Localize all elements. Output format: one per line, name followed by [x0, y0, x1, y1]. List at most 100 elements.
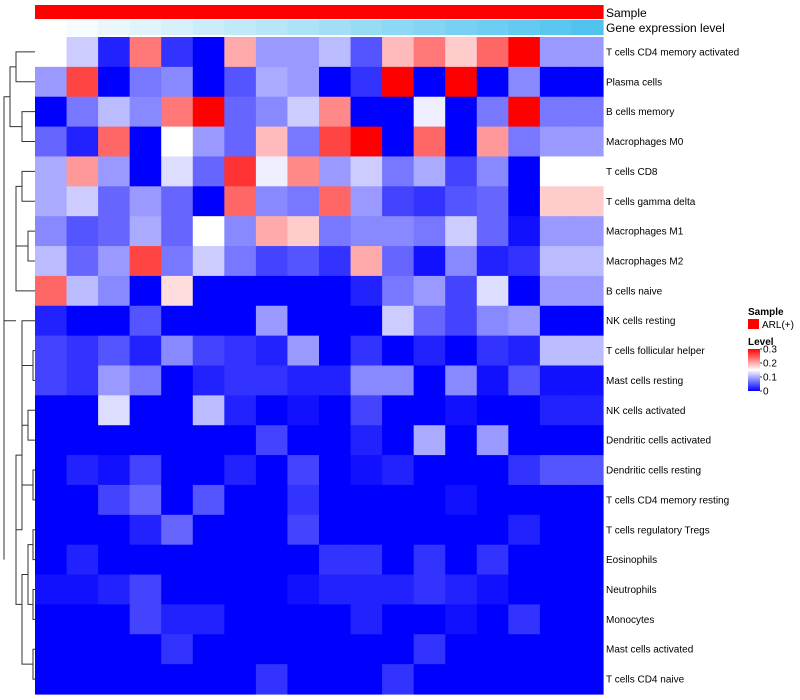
heatmap-cells: [35, 37, 604, 695]
heatmap-cell: [571, 275, 604, 307]
heatmap-cell: [413, 186, 446, 217]
heatmap-cell: [192, 425, 225, 456]
legend-tick-label: 0.3: [763, 345, 777, 356]
heatmap-cell: [382, 186, 415, 217]
heatmap-cell: [98, 246, 131, 277]
heatmap-cell: [539, 126, 573, 158]
heatmap-cell: [224, 604, 257, 635]
heatmap-cell: [445, 335, 478, 367]
heatmap-cell: [382, 395, 415, 426]
heatmap-cell: [129, 544, 162, 576]
heatmap-cell: [539, 455, 573, 486]
annotation-cell: [539, 20, 573, 35]
heatmap-cell: [445, 574, 478, 606]
heatmap-cell: [571, 395, 604, 426]
heatmap-cell: [413, 246, 446, 277]
heatmap-cell: [319, 604, 352, 635]
heatmap-cell: [255, 425, 289, 456]
heatmap-cell: [539, 156, 573, 187]
heatmap-cell: [445, 216, 478, 247]
heatmap-cell: [382, 365, 415, 396]
legend-tick-label: 0.2: [763, 359, 777, 370]
heatmap-cell: [382, 425, 415, 456]
heatmap-cell: [445, 634, 478, 665]
heatmap-cell: [319, 335, 352, 367]
annotation-cell: [35, 20, 68, 35]
row-labels: T cells CD4 memory activated Plasma cells…: [606, 47, 739, 685]
row-label: T cells CD4 memory activated: [606, 47, 739, 58]
heatmap-cell: [98, 126, 131, 158]
heatmap-cell: [161, 425, 194, 456]
legend-sample-item: ARL(+): [762, 320, 794, 331]
heatmap-cell: [255, 216, 289, 247]
heatmap-cell: [129, 216, 162, 247]
heatmap-cell: [255, 126, 289, 158]
heatmap-cell: [161, 156, 194, 187]
heatmap-cell: [476, 37, 509, 68]
heatmap-cell: [35, 544, 68, 576]
heatmap-cell: [571, 335, 604, 367]
heatmap-cell: [508, 425, 541, 456]
heatmap-cell: [224, 544, 257, 576]
heatmap-cell: [445, 275, 478, 307]
heatmap-cell: [382, 305, 415, 337]
heatmap-cell: [319, 246, 352, 277]
heatmap-cell: [35, 275, 68, 307]
heatmap-cell: [350, 66, 383, 98]
heatmap-cell: [287, 604, 320, 635]
heatmap-cell: [192, 664, 225, 695]
heatmap-cell: [476, 425, 509, 456]
heatmap-cell: [350, 275, 383, 307]
heatmap-cell: [382, 275, 415, 307]
heatmap-cell: [571, 305, 604, 337]
heatmap-cell: [129, 574, 162, 606]
heatmap-cell: [161, 634, 194, 665]
heatmap-cell: [350, 425, 383, 456]
dendrogram-branch: [15, 51, 35, 83]
heatmap-cell: [224, 455, 257, 486]
heatmap-cell: [413, 96, 446, 128]
dendrogram-branch: [27, 544, 33, 605]
heatmap-cell: [413, 664, 446, 695]
heatmap-cell: [476, 96, 509, 128]
heatmap-cell: [445, 395, 478, 426]
heatmap-cell: [192, 514, 225, 546]
heatmap-cell: [255, 604, 289, 635]
heatmap-cell: [350, 574, 383, 606]
heatmap-cell: [413, 365, 446, 396]
heatmap-cell: [539, 604, 573, 635]
heatmap-cell: [161, 216, 194, 247]
heatmap-cell: [161, 126, 194, 158]
heatmap-cell: [382, 634, 415, 665]
heatmap-cell: [255, 664, 289, 695]
heatmap-cell: [66, 216, 99, 247]
heatmap-cell: [224, 126, 257, 158]
heatmap-cell: [476, 484, 509, 516]
heatmap-cell: [350, 395, 383, 426]
legend: Sample ARL(+) Level 0.3 0.2 0.1 0: [748, 307, 794, 398]
heatmap-cell: [319, 186, 352, 217]
dendrogram-branch: [21, 111, 35, 143]
heatmap-cell: [224, 156, 257, 187]
heatmap-cell: [413, 604, 446, 635]
row-label: Macrophages M2: [606, 256, 684, 267]
heatmap-cell: [539, 305, 573, 337]
heatmap-cell: [476, 574, 509, 606]
heatmap-cell: [255, 455, 289, 486]
heatmap-cell: [508, 604, 541, 635]
heatmap-cell: [224, 634, 257, 665]
heatmap-cell: [571, 544, 604, 576]
heatmap-cell: [161, 186, 194, 217]
heatmap-cell: [98, 425, 131, 456]
row-label: B cells naive: [606, 286, 663, 297]
heatmap-cell: [539, 664, 573, 695]
heatmap-cell: [129, 246, 162, 277]
heatmap-cell: [382, 66, 415, 98]
heatmap-cell: [571, 634, 604, 665]
annotation-cell: [319, 5, 352, 19]
heatmap-cell: [413, 455, 446, 486]
heatmap-cell: [350, 37, 383, 68]
heatmap-cell: [35, 156, 68, 187]
heatmap-cell: [192, 395, 225, 426]
heatmap-cell: [224, 216, 257, 247]
